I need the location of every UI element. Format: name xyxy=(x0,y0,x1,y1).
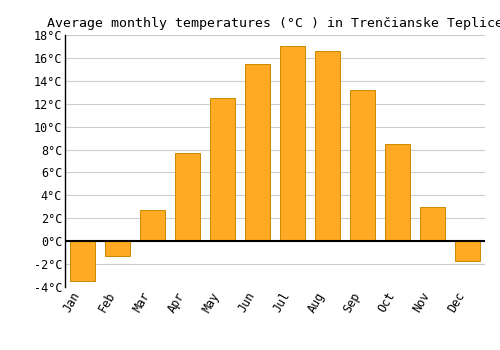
Bar xyxy=(70,241,95,281)
Bar xyxy=(140,210,165,241)
Bar xyxy=(176,153,200,241)
Bar xyxy=(316,51,340,241)
Bar xyxy=(385,144,410,241)
Bar xyxy=(455,241,480,261)
Bar xyxy=(210,98,235,241)
Bar xyxy=(105,241,130,256)
Bar xyxy=(280,47,305,241)
Bar xyxy=(350,90,375,241)
Title: Average monthly temperatures (°C ) in Trenčianske Teplice: Average monthly temperatures (°C ) in Tr… xyxy=(47,17,500,30)
Bar xyxy=(420,207,445,241)
Bar xyxy=(245,64,270,241)
